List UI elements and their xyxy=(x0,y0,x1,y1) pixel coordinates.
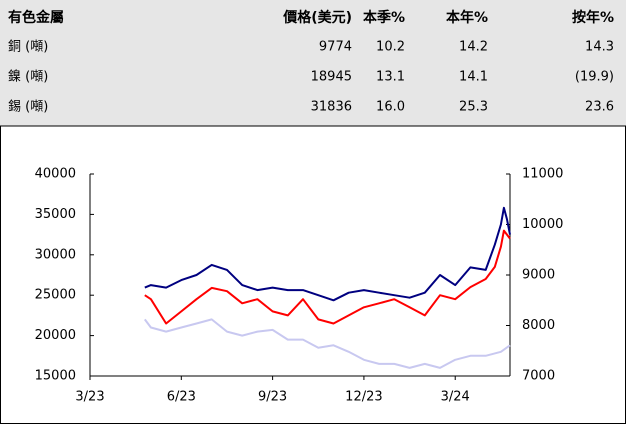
table-header: 價格(美元) xyxy=(282,9,352,26)
table-cell: 錫 (噸) xyxy=(8,100,48,115)
x-tick-label: 12/23 xyxy=(345,390,382,405)
table-cell: 14.3 xyxy=(585,40,614,55)
y-tick-label: 25000 xyxy=(35,288,76,303)
y-tick-label: 20000 xyxy=(35,328,76,343)
y-tick-label: 35000 xyxy=(35,207,76,222)
table-cell: 25.3 xyxy=(459,100,488,115)
table-header: 按年% xyxy=(572,9,614,26)
table-cell: 18945 xyxy=(311,70,352,85)
table-cell: 鎳 (噸) xyxy=(8,69,48,85)
y-tick-label: 15000 xyxy=(35,369,76,384)
y2-tick-label: 7000 xyxy=(522,369,555,384)
table-cell: 13.1 xyxy=(376,70,405,85)
series-line xyxy=(144,229,511,325)
x-tick-label: 3/24 xyxy=(441,390,470,405)
y2-tick-label: 8000 xyxy=(522,318,555,333)
y2-tick-label: 9000 xyxy=(522,268,555,283)
table-cell: 23.6 xyxy=(585,100,614,115)
y-tick-label: 40000 xyxy=(35,167,76,182)
y-tick-label: 30000 xyxy=(35,247,76,262)
table-cell: 9774 xyxy=(319,40,352,55)
x-tick-label: 9/23 xyxy=(258,390,287,405)
table-cell: 14.2 xyxy=(459,40,488,55)
y2-tick-label: 10000 xyxy=(522,217,563,232)
table-cell: 31836 xyxy=(311,100,352,115)
table-cell: 14.1 xyxy=(459,70,488,85)
series-line xyxy=(144,318,511,369)
y2-tick-label: 11000 xyxy=(522,167,563,182)
table-header: 有色金屬 xyxy=(8,9,64,26)
table-cell: 10.2 xyxy=(376,40,405,55)
x-tick-label: 6/23 xyxy=(167,390,196,405)
series-line xyxy=(144,206,511,302)
table-cell: (19.9) xyxy=(575,70,614,85)
table-cell: 銅 (噸) xyxy=(8,40,48,55)
table-cell: 16.0 xyxy=(376,100,405,115)
table-header: 本季% xyxy=(363,9,405,26)
x-tick-label: 3/23 xyxy=(75,390,104,405)
table-header: 本年% xyxy=(446,9,488,26)
table-background xyxy=(0,0,626,126)
chart-frame xyxy=(0,125,626,424)
